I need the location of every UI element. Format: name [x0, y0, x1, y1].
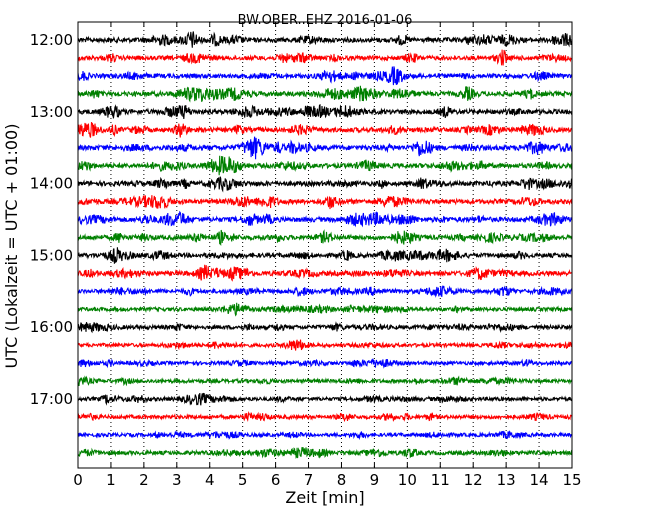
y-tick-label: 13:00 — [30, 103, 73, 121]
y-tick-label: 16:00 — [30, 318, 73, 336]
x-tick-label: 4 — [205, 471, 215, 489]
y-tick-label: 15:00 — [30, 246, 73, 264]
seismogram-trace — [77, 447, 573, 459]
seismogram-trace — [77, 264, 573, 282]
y-tick-label: 12:00 — [30, 31, 73, 49]
x-tick-label: 1 — [106, 471, 116, 489]
x-tick-label: 13 — [497, 471, 516, 489]
seismogram-trace — [77, 229, 573, 247]
x-tick-label: 11 — [431, 471, 450, 489]
seismogram-trace — [77, 121, 573, 138]
seismogram-trace — [77, 321, 573, 334]
x-tick-label: 2 — [139, 471, 149, 489]
seismogram-trace — [77, 302, 573, 317]
seismogram-trace — [77, 194, 573, 210]
x-tick-label: 7 — [304, 471, 314, 489]
x-axis-label: Zeit [min] — [285, 488, 364, 507]
x-tick-label: 5 — [238, 471, 248, 489]
seismogram-trace — [77, 375, 573, 387]
seismogram-trace — [77, 155, 573, 176]
seismogram-trace — [77, 66, 573, 86]
seismogram-trace — [77, 103, 573, 119]
x-tick-label: 0 — [73, 471, 83, 489]
x-tick-label: 14 — [530, 471, 549, 489]
seismogram-trace — [77, 31, 573, 48]
x-tick-label: 3 — [172, 471, 182, 489]
x-tick-label: 12 — [464, 471, 483, 489]
grid-lines — [110, 22, 540, 468]
x-tick-label: 8 — [337, 471, 347, 489]
seismogram-trace — [77, 85, 573, 103]
y-axis: 12:00 13:00 14:00 15:00 16:00 17:00 — [30, 31, 572, 408]
x-tick-label: 10 — [398, 471, 417, 489]
seismogram-trace — [77, 410, 573, 423]
seismogram-trace — [77, 358, 572, 369]
x-axis: 0 1 2 3 4 5 6 7 8 9 10 11 12 13 14 15 — [73, 22, 582, 489]
y-axis-label: UTC (Lokalzeit = UTC + 01:00) — [2, 124, 21, 369]
seismogram-trace — [77, 49, 573, 66]
seismogram-trace — [77, 210, 573, 228]
seismogram-trace — [77, 430, 573, 441]
y-tick-label: 14:00 — [30, 175, 73, 193]
x-tick-label: 15 — [562, 471, 581, 489]
seismogram-trace — [77, 339, 573, 351]
chart-title: BW.OBER..EHZ 2016-01-06 — [238, 13, 413, 28]
trace-group — [77, 31, 573, 459]
seismogram-trace — [77, 176, 573, 193]
y-tick-label: 17:00 — [30, 390, 73, 408]
seismogram-trace — [77, 392, 573, 406]
plot-frame — [77, 21, 573, 469]
seismogram-trace — [77, 247, 573, 264]
x-tick-label: 6 — [271, 471, 281, 489]
seismogram-trace — [77, 285, 573, 298]
seismogram-trace — [77, 136, 573, 160]
x-tick-label: 9 — [370, 471, 380, 489]
